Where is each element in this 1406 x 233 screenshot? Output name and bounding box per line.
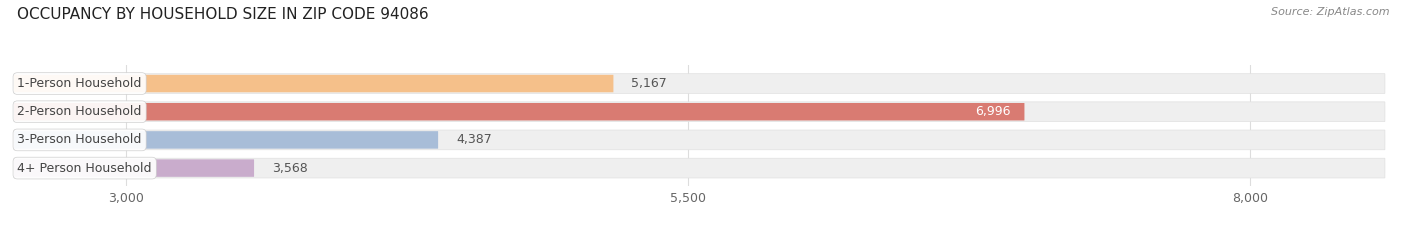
Text: Source: ZipAtlas.com: Source: ZipAtlas.com — [1271, 7, 1389, 17]
FancyBboxPatch shape — [14, 130, 1385, 150]
FancyBboxPatch shape — [14, 75, 613, 92]
Text: 5,167: 5,167 — [631, 77, 666, 90]
Text: 3,568: 3,568 — [271, 161, 308, 175]
Text: 6,996: 6,996 — [976, 105, 1011, 118]
FancyBboxPatch shape — [14, 159, 254, 177]
Text: 2-Person Household: 2-Person Household — [17, 105, 142, 118]
FancyBboxPatch shape — [14, 103, 1025, 120]
FancyBboxPatch shape — [14, 74, 1385, 93]
Text: OCCUPANCY BY HOUSEHOLD SIZE IN ZIP CODE 94086: OCCUPANCY BY HOUSEHOLD SIZE IN ZIP CODE … — [17, 7, 429, 22]
FancyBboxPatch shape — [14, 131, 439, 149]
FancyBboxPatch shape — [14, 102, 1385, 122]
Text: 1-Person Household: 1-Person Household — [17, 77, 142, 90]
Text: 3-Person Household: 3-Person Household — [17, 134, 142, 146]
FancyBboxPatch shape — [14, 158, 1385, 178]
Text: 4+ Person Household: 4+ Person Household — [17, 161, 152, 175]
Text: 4,387: 4,387 — [456, 134, 492, 146]
